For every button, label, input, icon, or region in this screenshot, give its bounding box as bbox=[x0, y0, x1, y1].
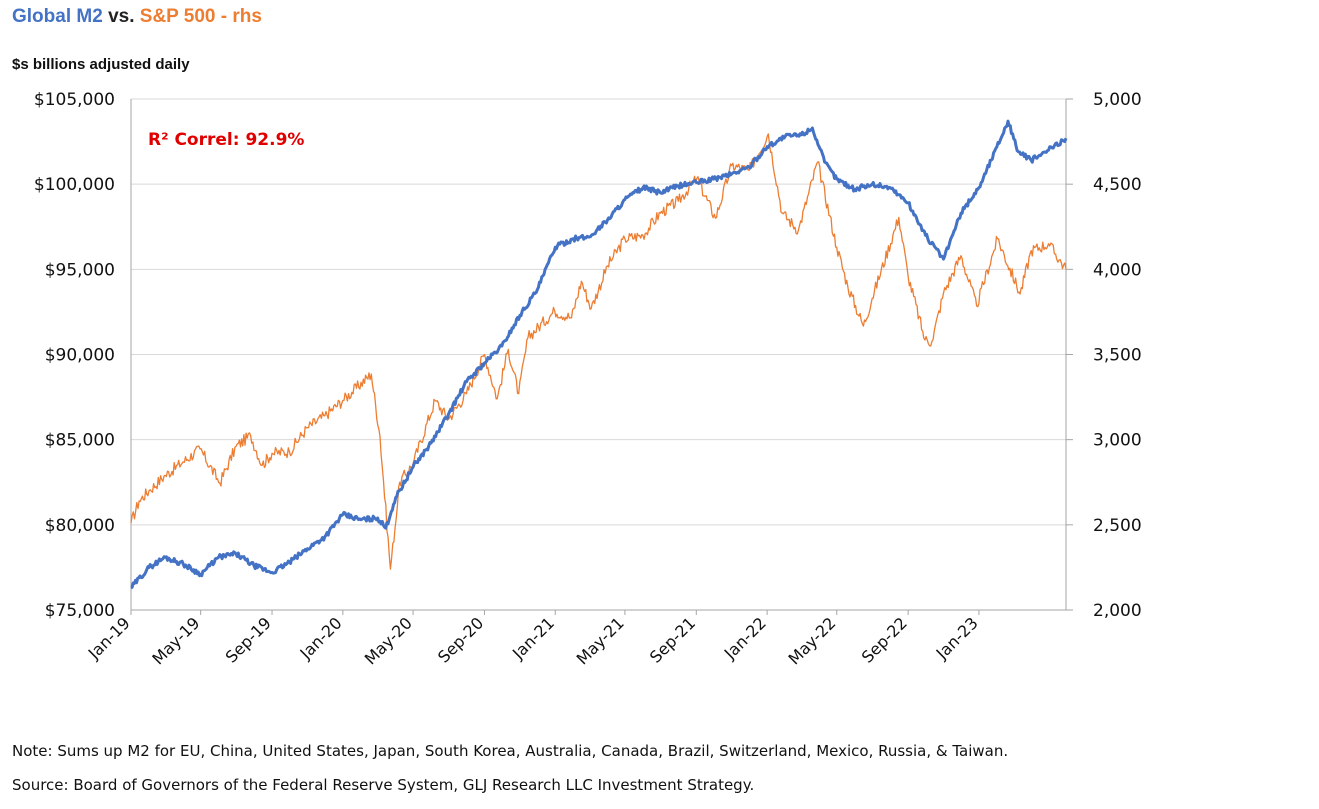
x-tick-label: May-22 bbox=[784, 613, 839, 668]
footnote-source: Source: Board of Governors of the Federa… bbox=[12, 776, 755, 794]
series-layer bbox=[130, 119, 1068, 590]
correlation-annotation: R² Correl: 92.9% bbox=[148, 130, 304, 150]
title-vs: vs. bbox=[108, 6, 135, 27]
y-right-tick-label: 4,500 bbox=[1093, 175, 1142, 195]
y-left-tick-label: $85,000 bbox=[45, 431, 115, 451]
label-layer: $75,000 $80,000 $85,000 $90,000 $95,000 $100,… bbox=[34, 90, 1142, 669]
y-right-tick-label: 2,500 bbox=[1093, 516, 1142, 536]
x-tick-label: Sep-19 bbox=[222, 613, 275, 666]
y-left-tick-label: $105,000 bbox=[34, 90, 115, 110]
series-line-sp500 bbox=[130, 133, 1067, 570]
y-left-tick-label: $90,000 bbox=[45, 346, 115, 366]
y-left-tick-label: $75,000 bbox=[45, 601, 115, 621]
x-tick-label: May-21 bbox=[573, 613, 628, 668]
x-tick-label: Jan-20 bbox=[296, 613, 346, 663]
y-right-tick-label: 5,000 bbox=[1093, 90, 1142, 110]
chart-plot: $75,000 $80,000 $85,000 $90,000 $95,000 $100,… bbox=[34, 90, 1142, 669]
x-tick-label: Sep-21 bbox=[646, 613, 699, 666]
y-left-tick-label: $100,000 bbox=[34, 175, 115, 195]
series-line-global-m2 bbox=[130, 119, 1068, 590]
x-tick-label: May-20 bbox=[361, 613, 416, 668]
x-tick-label: Jan-21 bbox=[508, 613, 558, 663]
title-series-sp500: S&P 500 - rhs bbox=[139, 6, 262, 27]
y-right-tick-label: 3,500 bbox=[1093, 346, 1142, 366]
x-tick-label: May-19 bbox=[148, 613, 203, 668]
footnote-note: Note: Sums up M2 for EU, China, United S… bbox=[12, 742, 1009, 760]
y-right-tick-label: 4,000 bbox=[1093, 260, 1142, 280]
x-tick-label: Jan-23 bbox=[932, 613, 982, 663]
x-tick-label: Sep-22 bbox=[858, 613, 911, 666]
y-right-tick-label: 3,000 bbox=[1093, 431, 1142, 451]
x-tick-label: Sep-20 bbox=[434, 613, 487, 666]
axis-layer bbox=[130, 98, 1073, 615]
grid-layer bbox=[131, 98, 1066, 526]
y-left-tick-label: $95,000 bbox=[45, 260, 115, 280]
y-right-tick-label: 2,000 bbox=[1093, 601, 1142, 621]
x-tick-label: Jan-22 bbox=[720, 613, 770, 663]
chart-title: Global M2 vs. S&P 500 - rhs bbox=[12, 6, 262, 28]
title-series-m2: Global M2 bbox=[12, 6, 103, 27]
chart-subtitle: $s billions adjusted daily bbox=[12, 56, 190, 73]
y-left-tick-label: $80,000 bbox=[45, 516, 115, 536]
